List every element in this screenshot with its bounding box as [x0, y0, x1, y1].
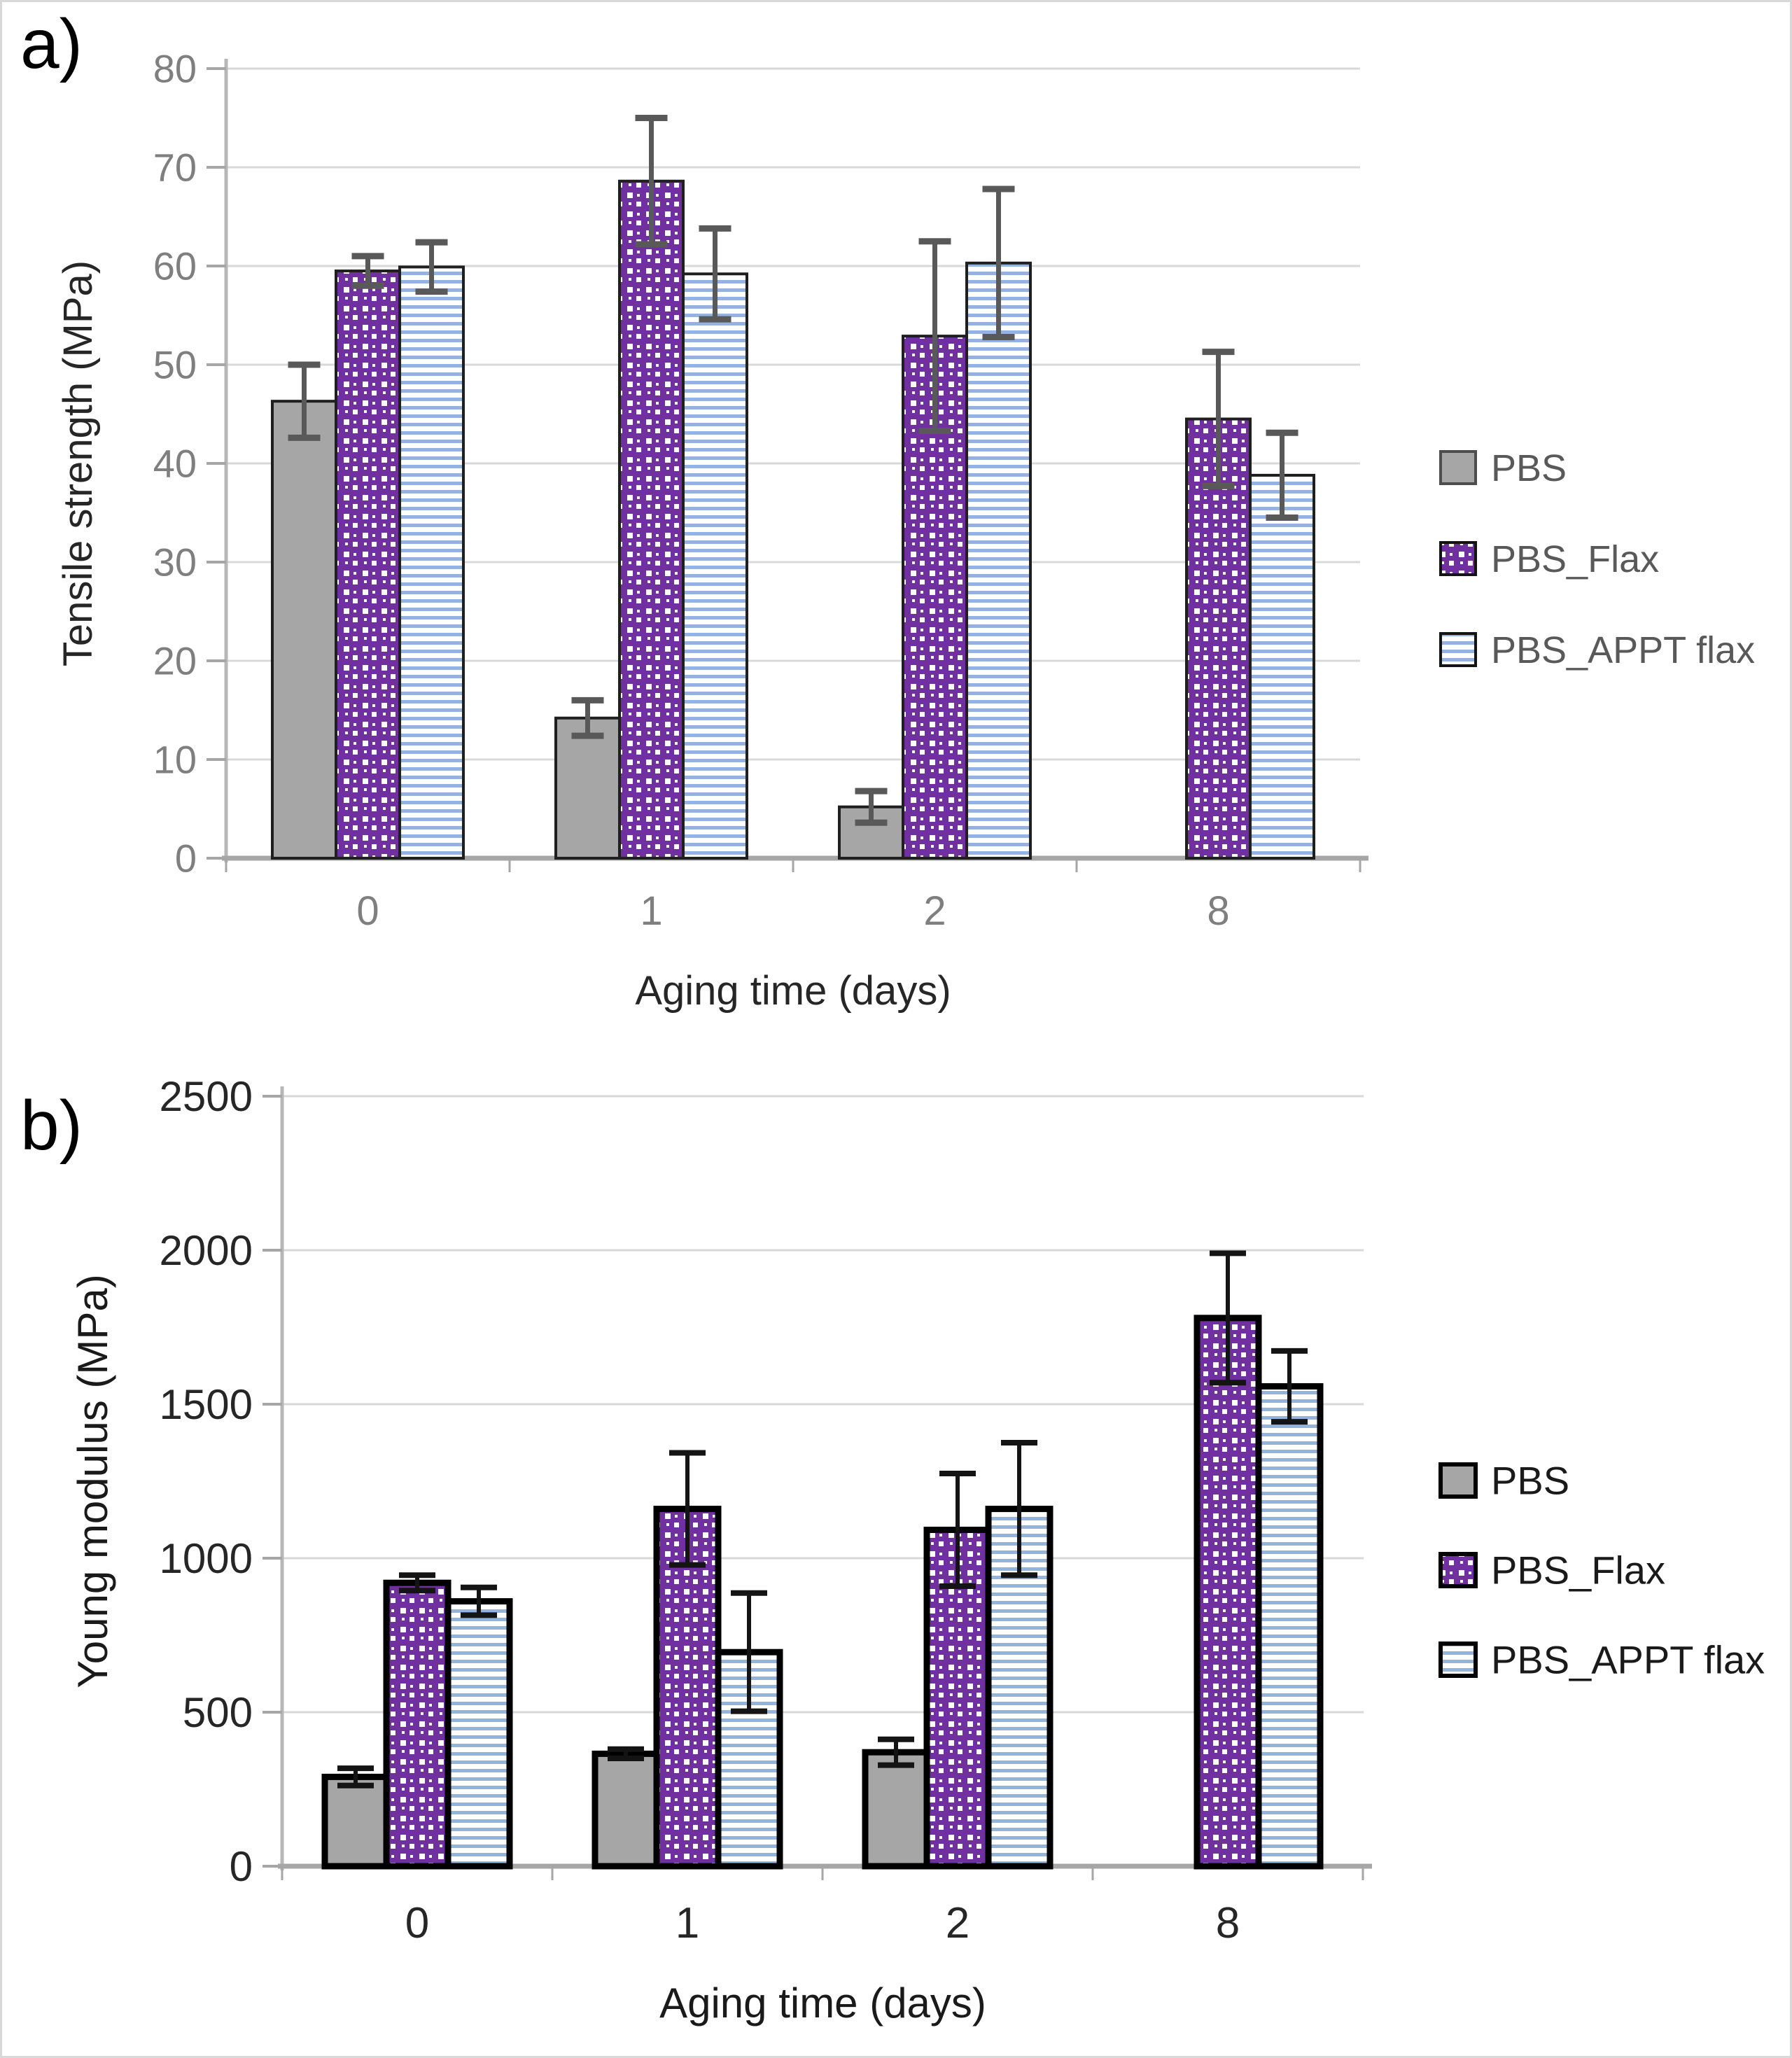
y-tick-label: 40 — [153, 442, 197, 486]
y-tick-label: 10 — [153, 738, 197, 782]
legend-swatch — [1438, 1552, 1478, 1588]
bar — [398, 265, 465, 860]
bar — [1194, 1315, 1262, 1870]
y-tick-label: 70 — [153, 146, 197, 190]
y-tick-label: 20 — [153, 639, 197, 683]
y-tick-label: 1000 — [160, 1535, 253, 1582]
bar — [554, 716, 621, 860]
y-tick-label: 60 — [153, 244, 197, 288]
panel-b-label: b) — [20, 1086, 83, 1165]
y-tick-label: 1500 — [160, 1381, 253, 1428]
x-category-label: 2 — [923, 888, 946, 934]
legend-label: PBS_Flax — [1491, 538, 1659, 580]
x-axis-title: Aging time (days) — [635, 968, 951, 1014]
legend-label: PBS_APPT flax — [1491, 629, 1755, 671]
legend-label: PBS_APPT flax — [1491, 1638, 1765, 1682]
bar — [1255, 1382, 1324, 1870]
y-axis-title: Tensile strength (MPa) — [55, 260, 101, 666]
legend-swatch — [1439, 450, 1477, 485]
legend-label: PBS — [1491, 1459, 1569, 1503]
legend-swatch — [1438, 1642, 1478, 1678]
bar — [592, 1750, 660, 1870]
y-tick-label: 0 — [175, 836, 197, 881]
bar — [335, 270, 401, 860]
bar — [383, 1579, 451, 1870]
x-category-label: 2 — [946, 1899, 969, 1947]
bar — [271, 400, 337, 860]
young-modulus-chart: 0 500 1000 1500 2000 2500 0 1 2 8 Aging time (days… — [69, 1073, 1765, 2026]
bar — [618, 179, 685, 860]
x-category-label: 8 — [1207, 888, 1229, 934]
bar — [682, 272, 748, 860]
panel-a-label: a) — [20, 5, 83, 83]
bar — [965, 261, 1032, 860]
y-tick-label: 2000 — [160, 1227, 253, 1274]
x-category-label: 0 — [405, 1899, 429, 1947]
y-tick-label: 50 — [153, 343, 197, 387]
legend-label: PBS_Flax — [1491, 1548, 1665, 1592]
bar — [321, 1773, 390, 1870]
x-category-label: 1 — [640, 888, 662, 934]
legend-swatch — [1439, 541, 1477, 576]
y-tick-label: 500 — [183, 1689, 253, 1736]
tensile-strength-chart: 0 10 20 30 40 50 60 70 80 0 1 2 8 Aging time (days) Te… — [55, 47, 1755, 1014]
panel-young-modulus: b) 0 500 1000 1500 2000 2500 0 1 2 8 Aging time (d… — [2, 1021, 1790, 2056]
x-category-label: 1 — [676, 1899, 699, 1947]
y-tick-label: 30 — [153, 540, 197, 584]
legend-label: PBS — [1491, 447, 1567, 489]
x-category-label: 0 — [356, 888, 379, 934]
bar — [1249, 473, 1315, 860]
bar — [862, 1749, 930, 1870]
y-axis-title: Young modulus (MPa) — [69, 1274, 116, 1688]
bar — [444, 1598, 513, 1870]
y-tick-label: 80 — [153, 47, 197, 91]
legend-swatch — [1438, 1462, 1478, 1499]
y-tick-label: 2500 — [160, 1073, 253, 1120]
x-axis-title: Aging time (days) — [659, 1980, 986, 2026]
panel-tensile-strength: a) 0 10 20 30 40 50 60 70 80 0 1 2 8 Aging time (days… — [2, 2, 1790, 1021]
legend-swatch — [1439, 632, 1477, 667]
y-tick-label: 0 — [230, 1843, 253, 1890]
x-category-label: 8 — [1216, 1899, 1240, 1947]
